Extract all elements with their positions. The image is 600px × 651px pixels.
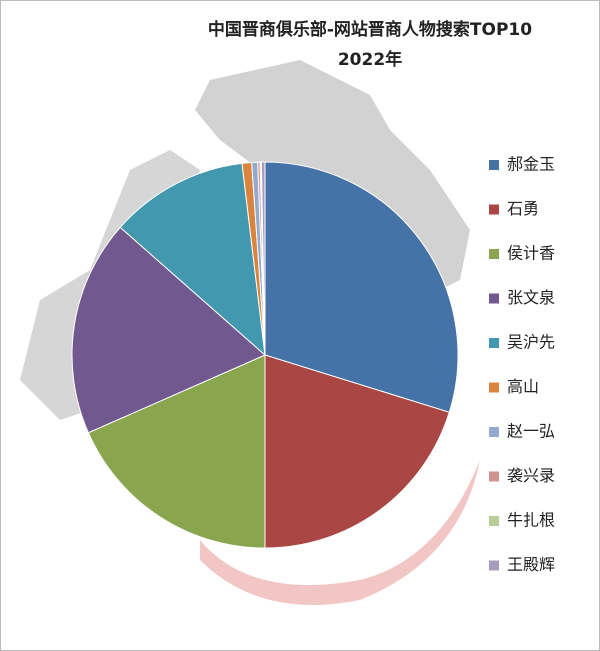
- legend-label: 吴沪先: [507, 333, 555, 352]
- pie-slice: [260, 161, 266, 356]
- pie-slice: [87, 354, 266, 549]
- pie-slice: [71, 226, 266, 434]
- legend-label: 郝金玉: [507, 155, 555, 174]
- pie-slice: [264, 161, 459, 413]
- legend-swatch: [489, 249, 499, 259]
- legend-swatch: [489, 293, 499, 304]
- legend-swatch: [489, 204, 499, 215]
- legend-label: 高山: [507, 377, 539, 396]
- pie-slice: [264, 354, 450, 549]
- legend-label: 侯计香: [507, 244, 555, 263]
- chart-title: 中国晋商俱乐部-网站晋商人物搜索TOP10: [208, 19, 532, 40]
- legend-label: 石勇: [507, 199, 539, 218]
- legend-label: 牛扎根: [507, 511, 555, 530]
- legend-label: 赵一弘: [507, 422, 555, 441]
- legend-swatch: [489, 160, 499, 170]
- legend-swatch: [489, 338, 499, 348]
- chart-subtitle: 2022年: [338, 49, 402, 70]
- legend-swatch: [489, 516, 499, 526]
- legend-label: 袭兴录: [507, 466, 555, 485]
- legend-swatch: [489, 560, 499, 571]
- legend-swatch: [489, 471, 499, 482]
- legend-swatch: [489, 382, 499, 393]
- legend-label: 张文泉: [507, 288, 555, 307]
- brush-stroke: [200, 460, 480, 605]
- legend-swatch: [489, 427, 499, 437]
- legend-label: 王殿辉: [507, 555, 555, 574]
- pie-slice: [119, 162, 266, 357]
